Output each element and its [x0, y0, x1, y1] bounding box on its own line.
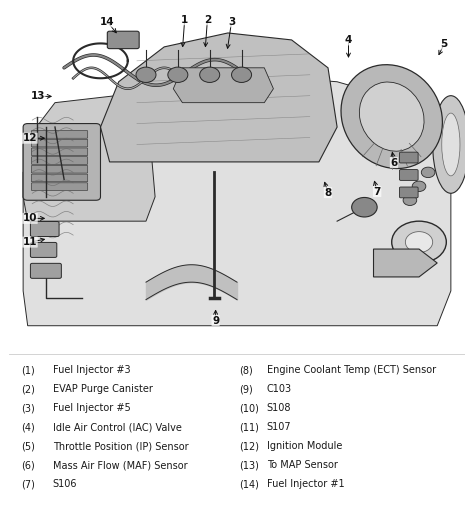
Text: (9): (9) — [239, 384, 253, 394]
FancyBboxPatch shape — [31, 148, 88, 156]
Circle shape — [136, 67, 156, 83]
Text: S107: S107 — [266, 422, 291, 432]
Text: (4): (4) — [21, 422, 35, 432]
Polygon shape — [173, 68, 273, 102]
FancyBboxPatch shape — [31, 139, 88, 147]
Text: To MAP Sensor: To MAP Sensor — [266, 460, 337, 470]
Text: (5): (5) — [21, 442, 35, 451]
FancyBboxPatch shape — [107, 31, 139, 49]
Text: Throttle Position (IP) Sensor: Throttle Position (IP) Sensor — [53, 442, 188, 451]
Text: Engine Coolant Temp (ECT) Sensor: Engine Coolant Temp (ECT) Sensor — [266, 366, 436, 376]
Circle shape — [405, 232, 433, 252]
Text: (10): (10) — [239, 404, 259, 413]
Text: (7): (7) — [21, 480, 35, 489]
Circle shape — [200, 67, 220, 83]
Text: (2): (2) — [21, 384, 35, 394]
Circle shape — [168, 67, 188, 83]
Text: (12): (12) — [239, 442, 259, 451]
FancyBboxPatch shape — [30, 242, 57, 258]
Text: 12: 12 — [23, 133, 37, 143]
Text: S106: S106 — [53, 480, 77, 489]
Text: 2: 2 — [204, 15, 211, 25]
Text: 11: 11 — [23, 237, 37, 247]
Text: C103: C103 — [266, 384, 292, 394]
Circle shape — [403, 195, 417, 205]
Text: Fuel Injector #5: Fuel Injector #5 — [53, 404, 130, 413]
Text: 4: 4 — [345, 35, 352, 45]
FancyBboxPatch shape — [31, 165, 88, 173]
Text: 13: 13 — [30, 91, 45, 101]
Ellipse shape — [341, 65, 442, 168]
Text: (14): (14) — [239, 480, 259, 489]
Text: (3): (3) — [21, 404, 35, 413]
FancyBboxPatch shape — [31, 183, 88, 191]
Text: 1: 1 — [181, 15, 188, 25]
Text: Fuel Injector #1: Fuel Injector #1 — [266, 480, 344, 489]
Polygon shape — [374, 249, 437, 277]
Text: 8: 8 — [324, 188, 332, 198]
FancyBboxPatch shape — [31, 157, 88, 164]
FancyBboxPatch shape — [400, 187, 418, 198]
Text: Idle Air Control (IAC) Valve: Idle Air Control (IAC) Valve — [53, 422, 182, 432]
Text: 14: 14 — [100, 17, 115, 27]
FancyBboxPatch shape — [30, 263, 61, 278]
Polygon shape — [23, 92, 155, 221]
Ellipse shape — [359, 82, 424, 151]
Text: EVAP Purge Canister: EVAP Purge Canister — [53, 384, 153, 394]
Text: Fuel Injector #3: Fuel Injector #3 — [53, 366, 130, 376]
FancyBboxPatch shape — [31, 174, 88, 182]
Text: (11): (11) — [239, 422, 259, 432]
Text: 10: 10 — [23, 213, 37, 224]
Circle shape — [392, 221, 447, 263]
Text: (6): (6) — [21, 460, 35, 470]
Circle shape — [412, 181, 426, 192]
Text: S108: S108 — [266, 404, 291, 413]
Circle shape — [231, 67, 252, 83]
Text: 5: 5 — [440, 39, 447, 49]
FancyBboxPatch shape — [31, 130, 88, 138]
Ellipse shape — [433, 96, 469, 193]
FancyBboxPatch shape — [23, 124, 100, 200]
Text: 7: 7 — [374, 187, 381, 197]
FancyBboxPatch shape — [400, 169, 418, 180]
Text: 6: 6 — [391, 158, 398, 168]
Circle shape — [352, 197, 377, 217]
FancyBboxPatch shape — [400, 152, 418, 163]
Text: 9: 9 — [212, 315, 219, 325]
Text: (1): (1) — [21, 366, 35, 376]
Text: Ignition Module: Ignition Module — [266, 442, 342, 451]
Polygon shape — [23, 75, 451, 325]
Polygon shape — [100, 33, 337, 162]
Text: Mass Air Flow (MAF) Sensor: Mass Air Flow (MAF) Sensor — [53, 460, 187, 470]
Text: (8): (8) — [239, 366, 253, 376]
Ellipse shape — [442, 113, 460, 176]
FancyBboxPatch shape — [30, 222, 59, 236]
Text: (13): (13) — [239, 460, 259, 470]
Text: 3: 3 — [228, 17, 235, 27]
Circle shape — [421, 167, 435, 177]
